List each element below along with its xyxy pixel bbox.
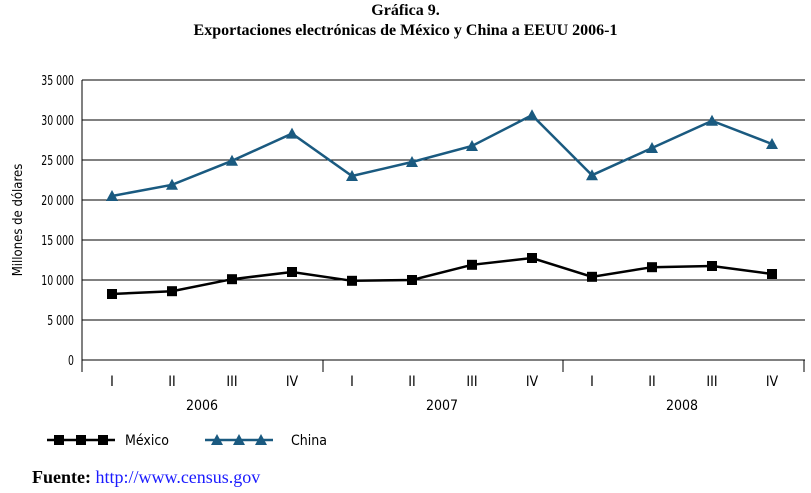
legend-label: México (125, 433, 169, 449)
series-line-mexico (111, 256, 773, 296)
y-tick-label: 5 000 (47, 313, 74, 328)
chart-title: Gráfica 9. (371, 2, 440, 19)
data-point-triangle (646, 142, 658, 153)
x-tick-label: I (350, 374, 354, 390)
x-group-label: 2006 (186, 398, 218, 414)
data-point-square (407, 275, 417, 285)
data-point-triangle (211, 434, 223, 445)
data-point-triangle (233, 434, 245, 445)
data-point-triangle (466, 140, 478, 151)
data-point-square (167, 286, 177, 297)
data-point-triangle (286, 127, 298, 139)
data-point-square (347, 275, 357, 286)
chart-subtitle: Exportaciones electrónicas de México y C… (193, 22, 618, 39)
data-point-square (287, 267, 297, 277)
data-point-triangle (706, 114, 718, 126)
data-point-square (767, 269, 777, 279)
y-tick-label: 25 000 (41, 153, 74, 168)
y-tick-label: 20 000 (41, 193, 74, 208)
source-link[interactable]: http://www.census.gov (95, 467, 261, 487)
x-tick-label: IV (526, 374, 539, 390)
y-tick-label: 35 000 (41, 73, 74, 88)
chart-title-block: Gráfica 9. Exportaciones electrónicas de… (0, 1, 811, 41)
x-group-label: 2007 (426, 398, 458, 414)
data-point-triangle (526, 109, 538, 121)
x-tick-label: IV (766, 374, 779, 390)
data-point-square (76, 435, 86, 445)
x-tick-label: I (590, 374, 594, 390)
data-point-square (707, 261, 717, 271)
data-point-square (227, 274, 237, 285)
x-tick-label: III (226, 374, 237, 390)
data-point-triangle (106, 190, 118, 201)
data-point-square (107, 289, 117, 299)
x-tick-label: I (110, 374, 114, 390)
data-point-triangle (226, 154, 238, 166)
data-point-triangle (766, 138, 778, 149)
data-point-triangle (166, 178, 178, 190)
x-tick-label: III (466, 374, 477, 390)
x-tick-label: IV (286, 374, 299, 390)
y-tick-label: 0 (68, 353, 74, 368)
x-tick-label: II (648, 374, 655, 390)
series-line-china (111, 113, 773, 198)
data-point-square (54, 435, 64, 445)
line-chart: 0 5 000 10 000 15 000 20 000 25 000 30 000 35 0… (11, 73, 805, 449)
data-point-square (98, 435, 108, 445)
y-tick-label: 30 000 (41, 113, 74, 128)
y-tick-label: 10 000 (41, 273, 74, 288)
x-tick-label: III (706, 374, 717, 390)
data-point-square (467, 259, 477, 270)
data-point-triangle (255, 434, 267, 445)
x-group-label: 2008 (666, 398, 698, 414)
x-tick-label: II (168, 374, 175, 390)
data-point-triangle (586, 169, 598, 181)
data-point-triangle (406, 156, 418, 167)
x-tick-label: II (408, 374, 415, 390)
data-point-square (647, 262, 657, 273)
source-note: Fuente: http://www.census.gov (32, 467, 260, 488)
data-point-square (527, 253, 537, 263)
y-axis-label: Millones de dólares (11, 164, 26, 277)
data-point-square (587, 271, 597, 282)
y-tick-label: 15 000 (41, 233, 74, 248)
data-point-triangle (346, 170, 358, 181)
source-label: Fuente: (32, 467, 91, 487)
legend-label: China (291, 433, 327, 449)
